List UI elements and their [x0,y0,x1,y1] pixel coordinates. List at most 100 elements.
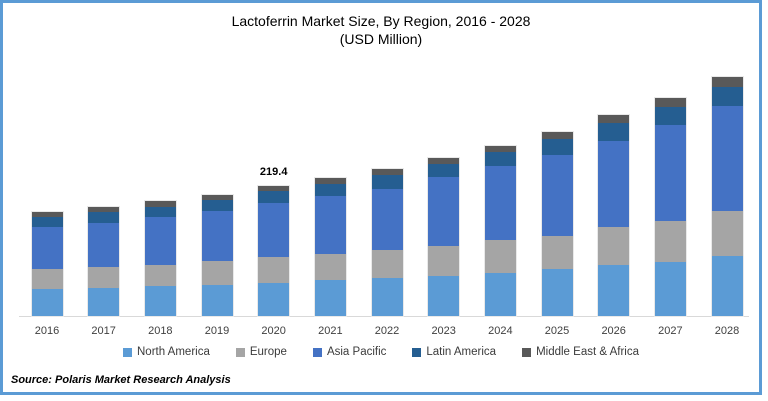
bar-segment-latin-america [428,164,460,177]
chart-title-line2: (USD Million) [339,31,423,47]
bar-segment-europe [428,246,460,277]
bar-segment-north-america [541,269,573,316]
bar-2018 [144,201,176,316]
bar-2020 [258,185,290,316]
x-axis-label: 2022 [374,325,400,337]
x-axis-label: 2019 [204,325,230,337]
bar-segment-middle-east-africa [31,211,63,218]
bar-segment-asia-pacific [201,211,233,261]
chart-title: Lactoferrin Market Size, By Region, 2016… [3,12,759,48]
bar-2019 [201,194,233,316]
plot-area: 2016 2017 2018 2019 2020 2021 2022 2023 2024 2025… [19,71,749,337]
legend-marker-icon [123,347,132,357]
legend-marker-icon [412,347,422,357]
legend-label: Latin America [426,346,497,358]
bar-segment-middle-east-africa [258,185,290,192]
legend-marker-icon [312,347,322,357]
legend-item-asia-pacific: Asia Pacific [312,346,387,358]
legend-item-middle-east-africa: Middle East & Africa [522,346,639,358]
x-axis-label: 2017 [91,325,116,337]
x-axis-label: 2021 [318,325,343,337]
bar-segment-europe [598,227,630,265]
x-axis-label: 2025 [544,325,570,337]
bar-2022 [371,169,403,316]
bar-segment-asia-pacific [484,166,516,241]
bar-segment-middle-east-africa [654,97,686,107]
x-axis-label: 2016 [34,325,60,337]
legend: North America Europe Asia Pacific Latin Ame… [3,346,759,358]
bar-2016 [31,211,63,316]
bar-segment-asia-pacific [428,176,460,247]
bar-segment-latin-america [711,87,743,107]
bar-segment-europe [88,266,120,288]
bar-2026 [598,115,630,316]
bar-segment-middle-east-africa [428,157,460,165]
bar-segment-europe [258,257,290,284]
bar-2028 [711,77,743,316]
bar-segment-latin-america [88,212,120,223]
bar-segment-north-america [654,261,686,316]
bar-segment-europe [314,254,346,281]
bar-segment-latin-america [144,207,176,218]
bar-segment-north-america [258,283,290,316]
x-axis-label: 2027 [658,325,683,337]
bar-segment-latin-america [598,123,630,141]
bar-segment-middle-east-africa [144,201,176,208]
bar-segment-north-america [598,265,630,316]
bar-segment-latin-america [314,184,346,196]
bar-segment-europe [541,236,573,270]
legend-item-north-america: North America [123,346,210,358]
legend-item-latin-america: Latin America [412,346,496,358]
bar-2025 [541,132,573,316]
x-axis-label: 2024 [488,325,513,337]
bar-segment-asia-pacific [314,195,346,255]
bar-2021 [314,177,346,316]
legend-label: Asia Pacific [326,346,387,358]
bar-segment-north-america [144,285,176,316]
x-axis-label: 2026 [601,325,626,337]
x-axis-label: 2028 [714,325,740,337]
bar-segment-asia-pacific [31,227,63,269]
data-label-2020: 219.4 [259,166,288,178]
bar-segment-middle-east-africa [484,145,516,153]
bar-2017 [88,206,120,316]
bar-segment-asia-pacific [711,106,743,212]
bar-segment-north-america [371,278,403,316]
x-axis-label: 2018 [148,325,173,337]
bar-segment-asia-pacific [258,203,290,258]
x-axis-label: 2020 [261,325,286,337]
bar-segment-latin-america [31,217,63,228]
bar-segment-north-america [711,256,743,316]
bar-segment-asia-pacific [371,188,403,251]
bar-segment-latin-america [484,152,516,167]
bar-segment-middle-east-africa [371,169,403,176]
bar-segment-europe [711,211,743,257]
legend-label: North America [137,346,210,358]
bar-segment-north-america [201,285,233,316]
bar-segment-north-america [484,272,516,316]
chart-frame: Lactoferrin Market Size, By Region, 2016… [0,0,762,395]
bar-segment-middle-east-africa [541,132,573,140]
bar-segment-europe [31,268,63,290]
bar-segment-europe [201,260,233,286]
bar-segment-north-america [31,289,63,316]
bar-segment-asia-pacific [541,155,573,237]
bar-2027 [654,97,686,316]
bar-segment-middle-east-africa [598,115,630,124]
bar-segment-latin-america [258,191,290,204]
bar-segment-europe [371,250,403,279]
source-note: Source: Polaris Market Research Analysis [11,374,231,386]
legend-marker-icon [522,347,532,357]
bar-segment-north-america [428,276,460,316]
bar-segment-europe [144,265,176,286]
chart-title-line1: Lactoferrin Market Size, By Region, 2016… [231,13,531,29]
legend-label: Middle East & Africa [536,346,639,358]
bar-segment-latin-america [654,106,686,126]
bar-2024 [484,145,516,316]
bar-segment-asia-pacific [88,222,120,267]
bar-segment-asia-pacific [654,125,686,221]
legend-marker-icon [235,347,245,357]
bar-segment-north-america [314,280,346,316]
x-axis-label: 2023 [431,325,456,337]
bar-segment-latin-america [541,139,573,156]
